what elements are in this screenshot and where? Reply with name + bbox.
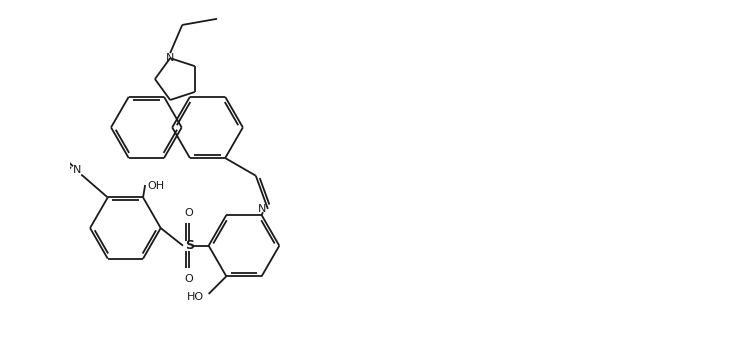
Text: N: N: [257, 204, 266, 214]
Text: N: N: [166, 53, 175, 63]
Text: O: O: [185, 208, 194, 218]
Text: S: S: [185, 239, 194, 252]
Text: N: N: [73, 165, 81, 175]
Text: HO: HO: [187, 292, 204, 303]
Text: OH: OH: [147, 181, 164, 191]
Text: O: O: [185, 274, 194, 284]
